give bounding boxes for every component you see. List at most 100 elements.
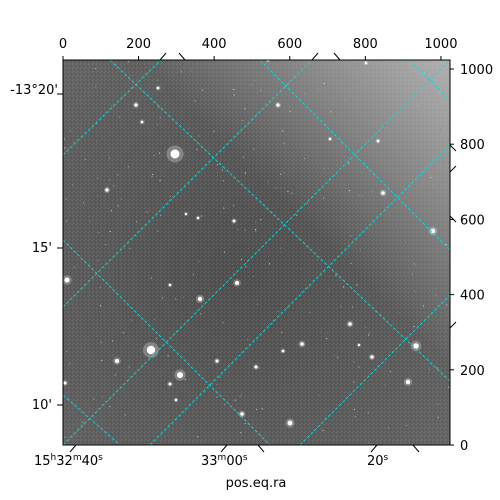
noise-speck — [162, 298, 164, 300]
noise-speck — [224, 404, 226, 406]
noise-speck — [201, 215, 202, 217]
right-tick-label: 200 — [460, 364, 485, 379]
noise-speck — [64, 436, 66, 438]
ra-tick-label: 33m00s — [201, 453, 248, 469]
noise-speck — [390, 371, 392, 373]
star — [146, 345, 156, 355]
noise-speck — [368, 332, 370, 334]
noise-speck — [100, 341, 102, 343]
noise-speck — [184, 379, 186, 381]
noise-speck — [106, 186, 108, 188]
noise-speck — [242, 156, 244, 158]
noise-speck — [240, 432, 242, 434]
noise-speck — [315, 112, 317, 114]
noise-speck — [114, 374, 116, 376]
dec-tick-label: 15' — [32, 241, 52, 256]
noise-speck — [348, 162, 350, 164]
noise-speck — [429, 369, 431, 370]
star — [232, 219, 236, 223]
noise-speck — [149, 210, 151, 212]
grid-edge-tick — [69, 444, 77, 453]
noise-speck — [161, 296, 163, 298]
star — [63, 381, 67, 385]
noise-speck — [411, 100, 413, 102]
noise-speck — [117, 205, 119, 207]
noise-speck — [109, 179, 111, 181]
noise-speck — [414, 290, 416, 292]
star — [254, 365, 258, 369]
noise-speck — [197, 436, 199, 438]
noise-speck — [130, 319, 132, 321]
noise-speck — [364, 326, 366, 328]
noise-speck — [95, 122, 97, 124]
noise-speck — [233, 205, 235, 207]
noise-speck — [258, 367, 260, 369]
star — [177, 372, 183, 378]
noise-speck — [194, 100, 196, 102]
noise-speck — [175, 298, 177, 300]
noise-speck — [343, 286, 345, 288]
star-field — [63, 60, 450, 443]
noise-speck — [223, 207, 225, 209]
right-tick-label: 400 — [460, 289, 485, 304]
noise-speck — [255, 230, 257, 232]
noise-speck — [129, 248, 131, 250]
noise-speck — [245, 266, 247, 268]
noise-speck — [82, 421, 84, 423]
star — [105, 188, 109, 192]
noise-speck — [252, 275, 254, 277]
noise-speck — [446, 304, 448, 306]
noise-speck — [401, 143, 403, 145]
noise-speck — [154, 346, 156, 348]
star — [276, 103, 280, 107]
noise-speck — [357, 140, 359, 142]
noise-speck — [343, 183, 345, 185]
noise-speck — [95, 86, 97, 88]
noise-speck — [182, 297, 184, 298]
noise-speck — [434, 230, 436, 232]
star — [170, 149, 180, 159]
right-tick-label: 0 — [460, 439, 468, 454]
noise-speck — [415, 264, 417, 266]
noise-speck — [296, 214, 298, 216]
noise-speck — [153, 344, 155, 346]
noise-speck — [355, 69, 356, 71]
noise-speck — [94, 68, 96, 70]
noise-speck — [417, 105, 419, 107]
noise-speck — [136, 221, 138, 223]
noise-speck — [239, 395, 241, 397]
noise-speck — [299, 207, 301, 209]
noise-speck — [358, 366, 360, 368]
noise-speck — [146, 211, 148, 213]
noise-speck — [323, 168, 324, 170]
noise-speck — [358, 195, 360, 197]
noise-speck — [99, 342, 101, 344]
grid-line — [109, 60, 450, 382]
noise-speck — [430, 289, 432, 291]
noise-speck — [83, 202, 84, 204]
noise-speck — [323, 83, 325, 84]
noise-speck — [249, 85, 251, 87]
noise-speck — [169, 195, 171, 197]
noise-speck — [251, 167, 253, 169]
noise-speck — [283, 172, 285, 174]
noise-speck — [157, 230, 159, 232]
top-tick-label: 1000 — [424, 37, 457, 52]
noise-speck — [65, 198, 67, 200]
noise-speck — [252, 84, 253, 86]
noise-speck — [198, 135, 200, 137]
noise-speck — [413, 326, 415, 327]
noise-speck — [334, 354, 336, 356]
noise-speck — [352, 306, 354, 308]
noise-speck — [436, 367, 438, 369]
noise-speck — [388, 427, 390, 429]
noise-speck — [156, 124, 158, 125]
grid-edge-tick — [178, 52, 186, 61]
grid-line — [63, 239, 271, 445]
noise-speck — [93, 398, 95, 400]
noise-speck — [289, 110, 291, 112]
noise-speck — [443, 161, 445, 163]
noise-speck — [411, 273, 413, 275]
top-tick-label: 800 — [353, 37, 378, 52]
